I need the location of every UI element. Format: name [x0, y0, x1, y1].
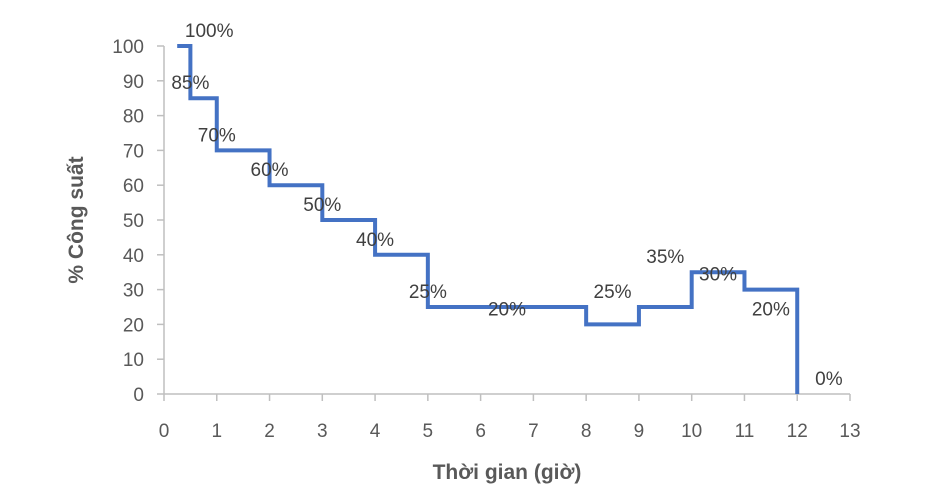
series-line [177, 44, 800, 394]
y-tick-label: 40 [123, 246, 144, 267]
x-tick-label: 2 [264, 421, 275, 442]
y-tick-label: 90 [123, 72, 144, 93]
x-tick-label: 10 [681, 421, 702, 442]
data-label: 0% [815, 369, 843, 390]
y-tick-label: 80 [123, 107, 144, 128]
data-label: 25% [594, 282, 632, 303]
data-label: 25% [409, 282, 447, 303]
y-tick-label: 10 [123, 350, 144, 371]
data-label: 100% [185, 21, 234, 42]
x-axis-title: Thời gian (giờ) [433, 461, 582, 484]
x-tick-label: 8 [581, 421, 592, 442]
x-tick-label: 11 [735, 421, 755, 442]
data-label: 50% [303, 195, 341, 216]
series-layer [177, 44, 800, 394]
y-tick-label: 20 [123, 315, 144, 336]
x-tick-label: 1 [211, 421, 222, 442]
y-axis-title: % Công suất [65, 156, 88, 283]
y-tick-label: 100 [112, 37, 144, 58]
data-label: 60% [251, 160, 289, 181]
x-tick-label: 5 [423, 421, 434, 442]
x-tick-label: 3 [317, 421, 328, 442]
data-label: 20% [488, 299, 526, 320]
data-label: 20% [752, 299, 790, 320]
data-label: 35% [646, 247, 684, 268]
data-label: 30% [699, 265, 737, 286]
data-label: 40% [356, 230, 394, 251]
x-tick-label: 4 [370, 421, 381, 442]
y-tick-label: 30 [123, 281, 144, 302]
data-label: 85% [171, 73, 209, 94]
x-tick-label: 9 [634, 421, 645, 442]
x-tick-label: 7 [528, 421, 539, 442]
y-tick-label: 50 [123, 211, 144, 232]
y-tick-label: 70 [123, 141, 144, 162]
data-labels: 100% 85% 70% 60% 50% 40% 25% 20% 25% 35% 30% 20% 0% [171, 21, 842, 390]
y-tick-label: 0 [133, 385, 144, 406]
x-tick-label: 0 [159, 421, 170, 442]
x-tick-label: 6 [475, 421, 486, 442]
x-tick-label: 12 [787, 421, 808, 442]
data-label: 70% [198, 125, 236, 146]
y-tick-label: 60 [123, 176, 144, 197]
x-tick-label: 13 [839, 421, 860, 442]
